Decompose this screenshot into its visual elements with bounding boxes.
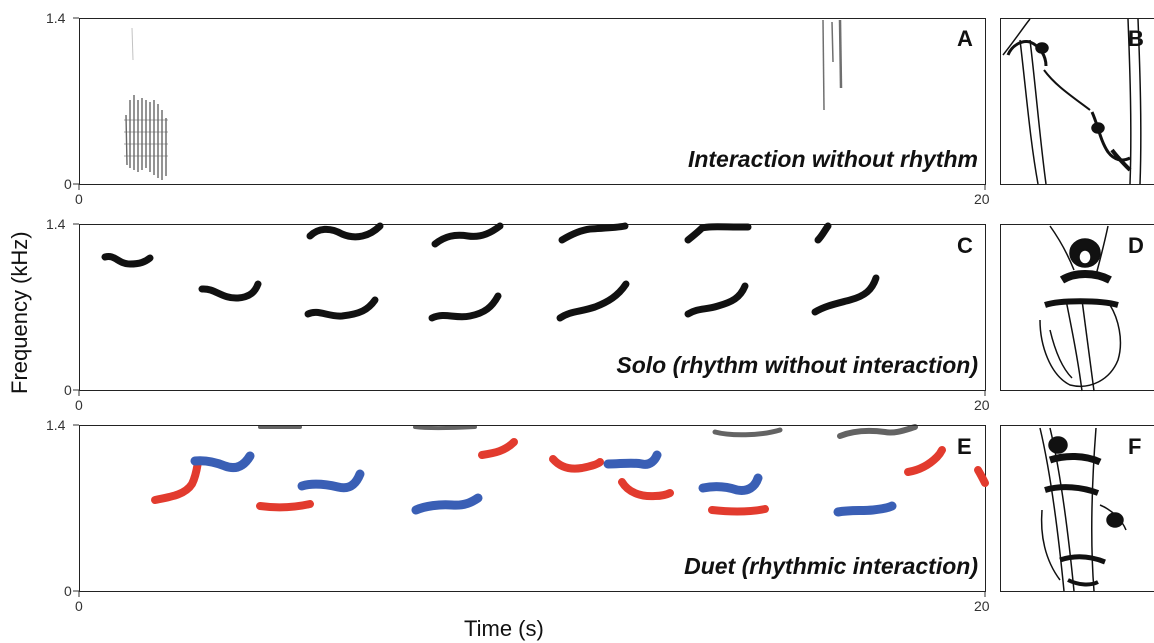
solo-note	[198, 280, 262, 302]
panel-c-calls	[101, 222, 880, 322]
duet-singer-2-notes	[151, 438, 989, 516]
panel-letter-c: C	[957, 233, 973, 258]
caption-c: Solo (rhythm without interaction)	[616, 352, 978, 378]
solo-note	[684, 282, 749, 318]
x-tick-end-a: 20	[974, 191, 990, 207]
solo-note	[428, 292, 502, 322]
solo-upper-note	[306, 222, 384, 241]
solo-note	[556, 280, 630, 322]
panel-e-faint	[258, 424, 918, 439]
panel-letter-d: D	[1128, 233, 1144, 258]
illustration-panel-f	[1000, 425, 1154, 592]
x-tick-start-a: 0	[75, 191, 83, 207]
panel-letter-a: A	[957, 26, 973, 51]
spectrogram-panel-a	[79, 18, 986, 185]
y-tick-top-a: 1.4	[46, 10, 66, 26]
single-lemur-icon	[1039, 225, 1122, 392]
solo-upper-note	[814, 222, 832, 244]
y-tick-bottom-c: 0	[64, 382, 72, 398]
caption-e: Duet (rhythmic interaction)	[684, 553, 978, 579]
solo-note	[811, 274, 880, 316]
call-vertical-streaks	[822, 19, 843, 111]
x-tick-start-e: 0	[75, 598, 83, 614]
panel-a-calls	[124, 19, 843, 180]
axis-ticks	[73, 17, 986, 597]
x-tick-end-e: 20	[974, 598, 990, 614]
x-tick-start-c: 0	[75, 397, 83, 413]
y-tick-bottom-e: 0	[64, 583, 72, 599]
y-tick-bottom-a: 0	[64, 176, 72, 192]
call-noisy-burst	[124, 27, 168, 180]
solo-upper-note	[684, 223, 752, 244]
solo-upper-note	[558, 222, 629, 244]
solo-note	[304, 296, 379, 320]
solo-note	[101, 252, 154, 268]
caption-a: Interaction without rhythm	[687, 146, 978, 172]
x-axis-title: Time (s)	[464, 616, 544, 641]
spectrogram-panel-e	[79, 425, 986, 592]
duet-singer-1-notes	[190, 450, 897, 517]
x-tick-end-c: 20	[974, 397, 990, 413]
panel-letter-b: B	[1128, 26, 1144, 51]
panel-letter-e: E	[957, 434, 972, 459]
two-lemurs-climbing-icon	[1039, 427, 1127, 592]
y-tick-top-c: 1.4	[46, 216, 66, 232]
y-tick-top-e: 1.4	[46, 417, 66, 433]
panel-letter-f: F	[1128, 434, 1142, 459]
solo-upper-note	[431, 222, 504, 248]
two-lemurs-reaching-icon	[1002, 18, 1142, 185]
